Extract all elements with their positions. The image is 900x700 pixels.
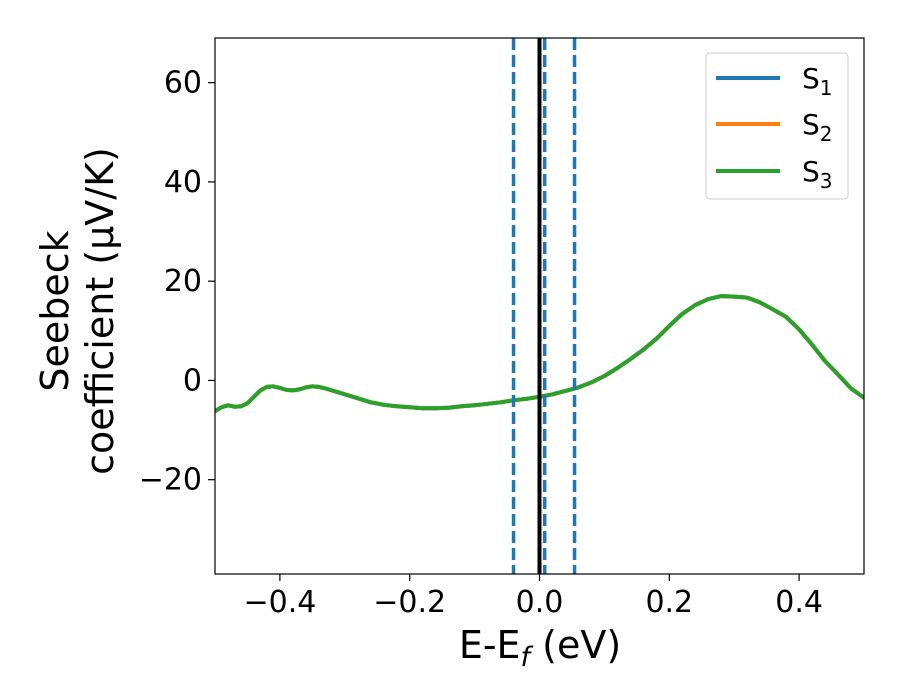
- series-line-s3: [215, 294, 864, 414]
- legend-label-s3: S3: [802, 155, 833, 193]
- y-tick-label-1: 0: [183, 363, 202, 398]
- x-tick-label-4: 0.4: [775, 585, 823, 620]
- x-tick-label-0: −0.4: [243, 585, 316, 620]
- x-axis: −0.4 −0.2 0.0 0.2 0.4: [243, 574, 823, 620]
- y-axis: −20 0 20 40 60: [139, 66, 215, 498]
- y-tick-label-3: 40: [164, 165, 202, 200]
- y-tick-label-2: 20: [164, 264, 202, 299]
- x-tick-label-3: 0.2: [645, 585, 693, 620]
- y-axis-label-line1: Seebeck: [33, 230, 77, 391]
- y-tick-label-0: −20: [139, 463, 202, 498]
- legend-entry-s2: S2: [716, 108, 833, 146]
- legend-label-s1: S1: [802, 62, 833, 100]
- x-tick-label-2: 0.0: [516, 585, 564, 620]
- plot-area: [215, 38, 864, 574]
- x-axis-label: E-Ef (eV): [459, 623, 621, 673]
- y-axis-label: Seebeck coefficient (μV/K): [33, 147, 122, 475]
- x-tick-label-1: −0.2: [373, 585, 446, 620]
- y-axis-label-line2: coefficient (μV/K): [78, 147, 122, 475]
- legend-label-s2: S2: [802, 108, 833, 146]
- y-tick-label-4: 60: [164, 66, 202, 101]
- legend-entry-s1: S1: [716, 62, 833, 100]
- legend: S1 S2 S3: [705, 52, 849, 200]
- legend-entry-s3: S3: [716, 155, 833, 193]
